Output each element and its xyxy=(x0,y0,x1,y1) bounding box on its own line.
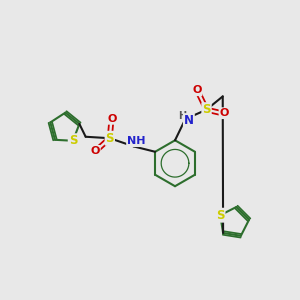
Text: O: O xyxy=(192,85,202,95)
Text: S: S xyxy=(216,209,224,222)
Text: O: O xyxy=(90,146,100,156)
Text: H: H xyxy=(178,110,187,121)
Text: NH: NH xyxy=(127,136,146,146)
Text: S: S xyxy=(202,103,211,116)
Text: O: O xyxy=(107,114,116,124)
Text: S: S xyxy=(69,134,77,147)
Text: N: N xyxy=(184,114,194,127)
Text: S: S xyxy=(106,132,114,145)
Text: O: O xyxy=(220,108,229,118)
